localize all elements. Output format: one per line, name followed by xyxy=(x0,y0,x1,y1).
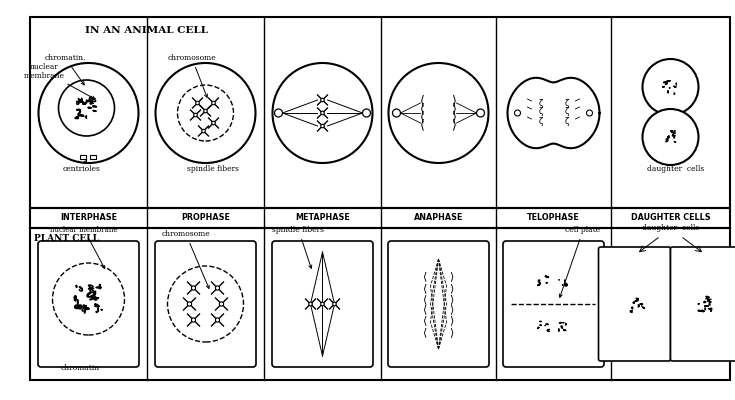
Text: TELOPHASE: TELOPHASE xyxy=(527,214,580,222)
Circle shape xyxy=(642,59,698,115)
Circle shape xyxy=(273,63,373,163)
Circle shape xyxy=(320,98,324,102)
Circle shape xyxy=(309,302,312,306)
Text: spindle fibers: spindle fibers xyxy=(187,165,240,173)
Circle shape xyxy=(191,318,196,322)
Text: nuclear membrane: nuclear membrane xyxy=(51,226,118,268)
Text: ⟨: ⟨ xyxy=(423,271,428,281)
Circle shape xyxy=(212,121,215,125)
Text: ⟩: ⟩ xyxy=(452,110,457,124)
Text: chromosome: chromosome xyxy=(168,54,216,97)
Text: ζ: ζ xyxy=(564,106,569,116)
Circle shape xyxy=(168,266,243,342)
Polygon shape xyxy=(507,78,600,148)
Text: ⟩: ⟩ xyxy=(452,102,457,116)
Text: ⟨: ⟨ xyxy=(423,304,428,314)
Text: ⟨: ⟨ xyxy=(423,294,428,304)
FancyBboxPatch shape xyxy=(272,241,373,367)
Circle shape xyxy=(514,110,520,116)
FancyBboxPatch shape xyxy=(503,241,604,367)
Text: IN AN ANIMAL CELL: IN AN ANIMAL CELL xyxy=(85,26,209,35)
Text: cell plate: cell plate xyxy=(559,226,600,297)
Circle shape xyxy=(333,302,336,306)
FancyBboxPatch shape xyxy=(81,155,87,159)
Circle shape xyxy=(38,63,138,163)
Text: ⟩: ⟩ xyxy=(449,327,453,337)
Circle shape xyxy=(642,109,698,165)
Text: ⟩: ⟩ xyxy=(449,283,453,293)
Circle shape xyxy=(320,111,324,115)
Circle shape xyxy=(191,286,196,290)
Text: PROPHASE: PROPHASE xyxy=(181,214,230,222)
FancyBboxPatch shape xyxy=(38,241,139,367)
Text: nuclear
membrane: nuclear membrane xyxy=(24,63,95,99)
Circle shape xyxy=(177,85,234,141)
Circle shape xyxy=(204,109,207,113)
Circle shape xyxy=(320,124,324,128)
Circle shape xyxy=(201,129,205,133)
Text: ζ: ζ xyxy=(538,98,542,108)
Circle shape xyxy=(476,109,484,117)
Text: ⟨: ⟨ xyxy=(420,94,425,108)
Text: ζ: ζ xyxy=(538,116,542,126)
Text: ⟨: ⟨ xyxy=(423,315,428,325)
Circle shape xyxy=(196,101,199,105)
Text: chromatin.: chromatin. xyxy=(45,54,86,85)
Text: ⟨: ⟨ xyxy=(420,118,425,132)
FancyBboxPatch shape xyxy=(670,247,735,361)
FancyBboxPatch shape xyxy=(155,241,256,367)
Text: spindle fibers: spindle fibers xyxy=(273,226,324,268)
Circle shape xyxy=(220,302,223,306)
FancyBboxPatch shape xyxy=(598,247,670,361)
Text: METAPHASE: METAPHASE xyxy=(295,214,350,222)
Circle shape xyxy=(187,302,192,306)
Text: ⟨: ⟨ xyxy=(420,102,425,116)
Text: DAUGHTER CELLS: DAUGHTER CELLS xyxy=(631,214,710,222)
Text: ζ: ζ xyxy=(564,116,569,126)
Text: chromosome: chromosome xyxy=(162,230,210,288)
Text: ζ: ζ xyxy=(538,106,542,116)
Text: ⟨: ⟨ xyxy=(423,283,428,293)
Text: daughter  cells: daughter cells xyxy=(642,224,699,232)
Circle shape xyxy=(194,113,197,117)
Text: ⟩: ⟩ xyxy=(449,304,453,314)
Text: ⟨: ⟨ xyxy=(420,110,425,124)
Circle shape xyxy=(362,109,370,117)
Circle shape xyxy=(274,109,282,117)
Circle shape xyxy=(392,109,401,117)
Text: ⟩: ⟩ xyxy=(452,94,457,108)
Text: daughter  cells: daughter cells xyxy=(647,165,704,173)
Circle shape xyxy=(52,263,124,335)
Circle shape xyxy=(212,101,215,105)
Circle shape xyxy=(156,63,256,163)
Circle shape xyxy=(59,80,115,136)
Circle shape xyxy=(215,286,220,290)
Text: ⟩: ⟩ xyxy=(449,294,453,304)
FancyBboxPatch shape xyxy=(388,241,489,367)
Text: ANAPHASE: ANAPHASE xyxy=(414,214,463,222)
Text: ⟩: ⟩ xyxy=(452,118,457,132)
Text: INTERPHASE: INTERPHASE xyxy=(60,214,117,222)
Text: ⟩: ⟩ xyxy=(449,315,453,325)
Text: ⟩: ⟩ xyxy=(449,271,453,281)
Circle shape xyxy=(587,110,592,116)
Text: ⟨: ⟨ xyxy=(423,327,428,337)
Circle shape xyxy=(215,318,220,322)
Circle shape xyxy=(320,302,324,306)
Text: centrioles: centrioles xyxy=(62,160,101,173)
Text: PLANT CELL: PLANT CELL xyxy=(34,234,99,243)
Text: chromatin: chromatin xyxy=(61,364,100,372)
FancyBboxPatch shape xyxy=(90,155,96,159)
Circle shape xyxy=(389,63,489,163)
Text: ζ: ζ xyxy=(564,98,569,108)
